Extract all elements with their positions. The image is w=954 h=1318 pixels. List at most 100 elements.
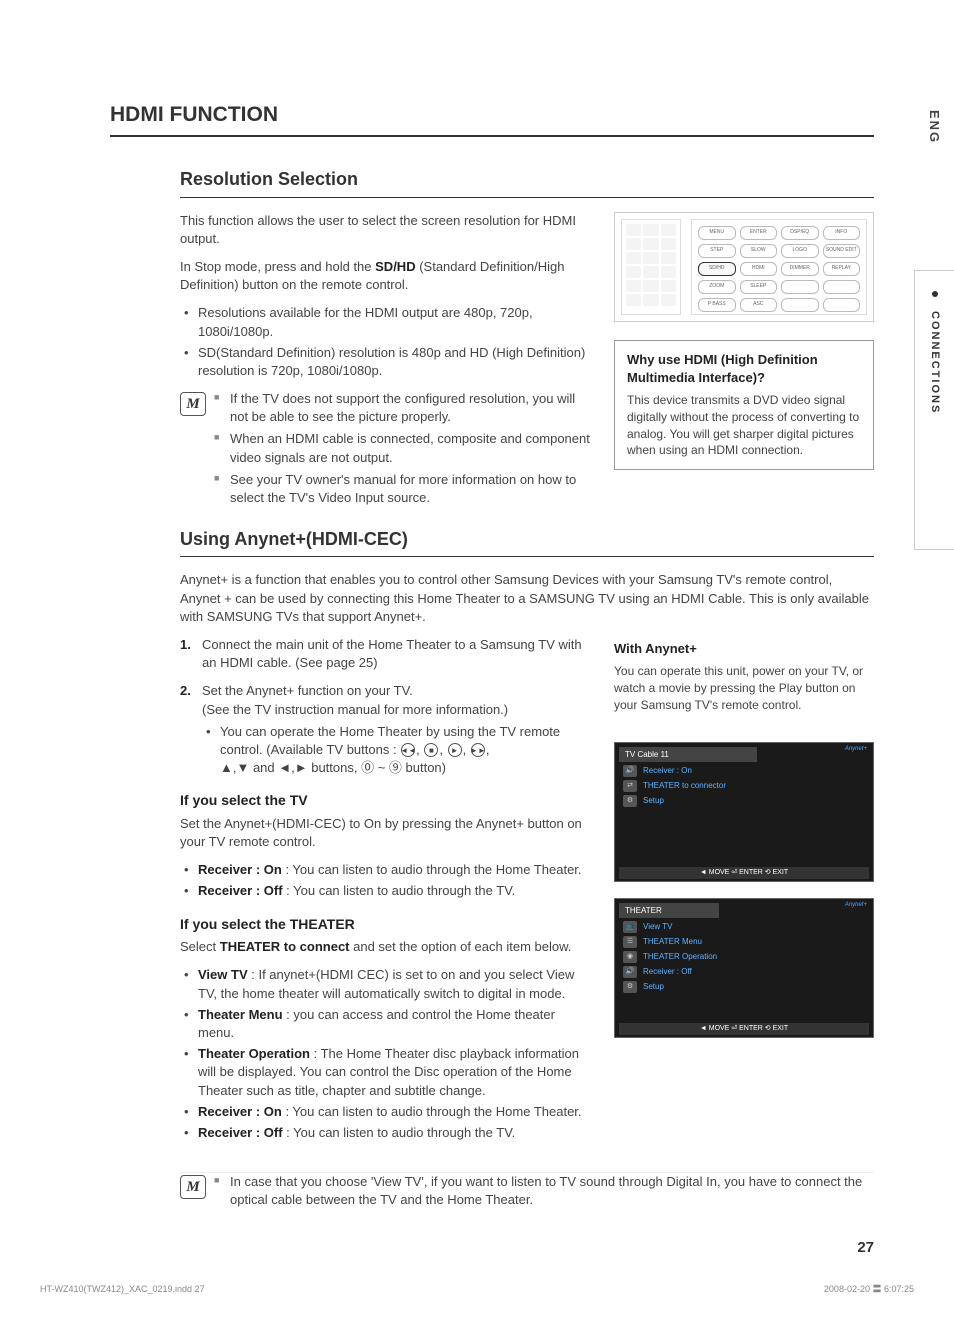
side-section-tab: CONNECTIONS [914, 270, 954, 550]
remote-sleep-button: SLEEP [740, 280, 778, 294]
remote-asc-button: ASC [740, 298, 778, 312]
anynet-right: With Anynet+ You can operate this unit, … [614, 636, 874, 1152]
remote-blank-button [781, 298, 819, 312]
tv2-footer: ◄ MOVE ⏎ ENTER ⟲ EXIT [619, 1023, 869, 1035]
link-icon: ⇄ [623, 780, 637, 792]
disc-icon: ◉ [623, 951, 637, 963]
print-footer: HT-WZ410(TWZ412)_XAC_0219.indd 27 2008-0… [0, 1283, 954, 1296]
tv-screenshot-2: Anynet+ THEATER 📺View TV ☰THEATER Menu ◉… [614, 898, 874, 1038]
remote-info-button: INFO [823, 226, 861, 240]
foot-note-item: In case that you choose 'View TV', if yo… [214, 1173, 874, 1209]
page: ENG CONNECTIONS HDMI FUNCTION Resolution… [0, 0, 954, 1318]
step-1: 1. Connect the main unit of the Home The… [180, 636, 594, 672]
page-title: HDMI FUNCTION [110, 100, 874, 137]
note-item: See your TV owner's manual for more info… [214, 471, 594, 507]
anynet-intro: Anynet+ is a function that enables you t… [180, 571, 874, 626]
side-section-label: CONNECTIONS [927, 311, 942, 414]
side-bullet-icon [932, 291, 938, 297]
resolution-graphics: MENU ENTER DSP/EQ INFO STEP SLOW LOGO SO… [614, 212, 874, 522]
foot-note-list: In case that you choose 'View TV', if yo… [214, 1173, 874, 1213]
tv2-row: ◉THEATER Operation [619, 950, 869, 964]
remote-zoom-button: ZOOM [698, 280, 736, 294]
list-item: Receiver : On : You can listen to audio … [184, 1103, 594, 1121]
side-lang-label: ENG [925, 110, 943, 144]
step2-sublist: You can operate the Home Theater by usin… [206, 723, 594, 778]
remote-blank-button [823, 298, 861, 312]
stop-icon: ■ [424, 743, 438, 757]
select-tv-list: Receiver : On : You can listen to audio … [184, 861, 594, 900]
list-item: Receiver : Off : You can listen to audio… [184, 1124, 594, 1142]
tv2-header: THEATER [619, 903, 719, 918]
anynet-logo: Anynet+ [845, 745, 867, 753]
remote-dimmer-button: DIMMER [781, 262, 819, 276]
remote-blank-button [781, 280, 819, 294]
speaker-icon: 🔊 [623, 765, 637, 777]
select-tv-heading: If you select the TV [180, 791, 594, 811]
list-item: Theater Menu : you can access and contro… [184, 1006, 594, 1042]
tv1-row: ⇄THEATER to connector [619, 779, 869, 793]
gear-icon: ⚙ [623, 981, 637, 993]
note-block: M If the TV does not support the configu… [180, 390, 594, 511]
play-icon: ► [448, 743, 462, 757]
remote-detail: MENU ENTER DSP/EQ INFO STEP SLOW LOGO SO… [691, 219, 867, 315]
resolution-list: Resolutions available for the HDMI outpu… [184, 304, 594, 380]
note-icon: M [180, 392, 206, 416]
select-theater-p: Select THEATER to connect and set the op… [180, 938, 594, 956]
tv-screenshot-1: Anynet+ TV Cable 11 🔊Receiver : On ⇄THEA… [614, 742, 874, 882]
tv1-row: ⚙Setup [619, 794, 869, 808]
why-hdmi-body: This device transmits a DVD video signal… [627, 393, 859, 457]
footer-filename: HT-WZ410(TWZ412)_XAC_0219.indd 27 [40, 1283, 205, 1296]
select-theater-heading: If you select the THEATER [180, 915, 594, 935]
resolution-text: This function allows the user to select … [180, 212, 594, 522]
tv2-row: ⚙Setup [619, 980, 869, 994]
remote-soundedit-button: SOUND EDIT [823, 244, 861, 258]
remote-sdhd-button: SD/HD [698, 262, 736, 276]
with-anynet-title: With Anynet+ [614, 640, 874, 658]
tv2-row: 📺View TV [619, 920, 869, 934]
anynet-steps: 1. Connect the main unit of the Home The… [180, 636, 594, 777]
with-anynet-box: With Anynet+ You can operate this unit, … [614, 636, 874, 728]
remote-logo-button: LOGO [781, 244, 819, 258]
note-icon: M [180, 1175, 206, 1199]
list-item: Receiver : On : You can listen to audio … [184, 861, 594, 879]
remote-outline [621, 219, 681, 315]
remote-menu-button: MENU [698, 226, 736, 240]
tv1-header: TV Cable 11 [619, 747, 757, 762]
note-item: When an HDMI cable is connected, composi… [214, 430, 594, 466]
menu-icon: ☰ [623, 936, 637, 948]
remote-step-button: STEP [698, 244, 736, 258]
list-item: Receiver : Off : You can listen to audio… [184, 882, 594, 900]
tv2-row: 🔊Receiver : Off [619, 965, 869, 979]
step2-buttons-line: You can operate the Home Theater by usin… [206, 723, 594, 778]
remote-slow-button: SLOW [740, 244, 778, 258]
remote-diagram: MENU ENTER DSP/EQ INFO STEP SLOW LOGO SO… [614, 212, 874, 322]
anynet-block: 1. Connect the main unit of the Home The… [180, 636, 874, 1152]
anynet-left: 1. Connect the main unit of the Home The… [180, 636, 594, 1152]
anynet-heading: Using Anynet+(HDMI-CEC) [180, 527, 874, 557]
resolution-block: This function allows the user to select … [180, 212, 874, 522]
resolution-intro: This function allows the user to select … [180, 212, 594, 248]
remote-hdmi-button: HDMI [740, 262, 778, 276]
tv1-footer: ◄ MOVE ⏎ ENTER ⟲ EXIT [619, 867, 869, 879]
speaker-icon: 🔊 [623, 966, 637, 978]
note-list: If the TV does not support the configure… [214, 390, 594, 511]
fastfwd-icon: ►► [471, 743, 485, 757]
gear-icon: ⚙ [623, 795, 637, 807]
footer-timestamp: 2008-02-20 〓 6:07:25 [824, 1283, 914, 1296]
why-hdmi-title: Why use HDMI (High Definition Multimedia… [627, 351, 861, 387]
tv2-row: ☰THEATER Menu [619, 935, 869, 949]
remote-blank-button [823, 280, 861, 294]
tv1-row: 🔊Receiver : On [619, 764, 869, 778]
tv-icon: 📺 [623, 921, 637, 933]
remote-dspeq-button: DSP/EQ [781, 226, 819, 240]
list-item: SD(Standard Definition) resolution is 48… [184, 344, 594, 380]
list-item: Theater Operation : The Home Theater dis… [184, 1045, 594, 1100]
list-item: View TV : If anynet+(HDMI CEC) is set to… [184, 966, 594, 1002]
remote-replay-button: REPLAY [823, 262, 861, 276]
remote-enter-button: ENTER [740, 226, 778, 240]
remote-pbass-button: P BASS [698, 298, 736, 312]
content: Resolution Selection This function allow… [180, 167, 874, 1213]
note-item: If the TV does not support the configure… [214, 390, 594, 426]
why-hdmi-box: Why use HDMI (High Definition Multimedia… [614, 340, 874, 471]
resolution-para: In Stop mode, press and hold the SD/HD (… [180, 258, 594, 294]
